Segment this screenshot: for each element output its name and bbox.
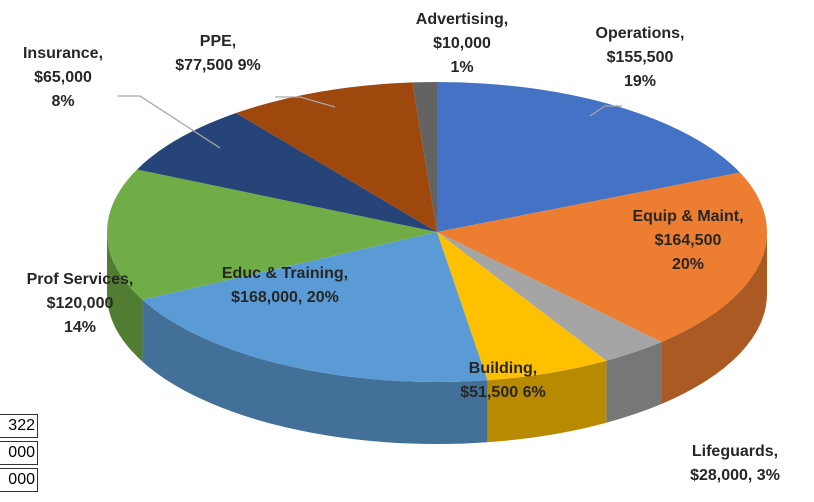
percent-label: 14%: [63, 319, 97, 336]
slice: [412, 82, 437, 232]
percent-label: 20%: [671, 256, 705, 273]
table-cell: 322: [0, 414, 38, 438]
value-label: $155,500: [606, 49, 674, 66]
category-label: Building,: [468, 360, 538, 377]
slice: [437, 82, 740, 232]
percent-label: 19%: [623, 73, 657, 90]
leader-line: [118, 95, 221, 149]
slice-side: [107, 232, 143, 362]
value-label: $164,500: [654, 232, 722, 249]
slice-side: [487, 360, 607, 443]
data-label: Educ & Training, $168,000, 20%: [220, 262, 350, 310]
data-label: Equip & Maint, $164,500 20%: [603, 205, 773, 277]
category-label: Equip & Maint,: [632, 208, 744, 225]
category-label: Educ & Training,: [221, 265, 349, 282]
category-label: Insurance,: [22, 45, 104, 62]
value-label: $77,500: [175, 57, 234, 74]
percent-label: 3%: [756, 467, 780, 484]
slice: [236, 82, 437, 232]
leader-line: [589, 105, 622, 117]
slice: [107, 169, 438, 300]
category-label: Advertising,: [415, 11, 509, 28]
data-label: Advertising, $10,000 1%: [387, 8, 537, 80]
data-label: Lifeguards, $28,000, 3%: [660, 440, 810, 488]
category-label: Lifeguards,: [691, 443, 779, 460]
table-cell: 000: [0, 468, 38, 492]
data-label: Operations, $155,500 19%: [555, 22, 725, 94]
slice: [437, 172, 767, 342]
percent-label: 1%: [450, 59, 474, 76]
slice-side: [606, 341, 662, 423]
slice-side: [661, 232, 767, 404]
value-label: $10,000: [433, 35, 491, 52]
percent-label: 8%: [51, 93, 75, 110]
value-label: $120,000: [46, 295, 114, 312]
value-label: $65,000: [34, 69, 92, 86]
percent-label: 20%: [306, 289, 339, 306]
value-label: $28,000,: [690, 467, 753, 484]
percent-label: 9%: [237, 57, 261, 74]
data-label: PPE, $77,500 9%: [143, 30, 293, 78]
slice: [437, 232, 607, 381]
percent-label: 6%: [522, 384, 546, 401]
category-label: Operations,: [595, 25, 685, 42]
slice: [437, 232, 662, 361]
value-label: $168,000,: [231, 289, 303, 306]
data-label: Building, $51,500 6%: [428, 357, 578, 405]
value-label: $51,500: [460, 384, 519, 401]
data-label: Insurance, $65,000 8%: [0, 42, 128, 114]
slice: [142, 232, 488, 382]
category-label: Prof Services,: [26, 271, 134, 288]
slice-side: [142, 299, 488, 444]
leader-line: [275, 96, 336, 108]
data-label: Prof Services, $120,000 14%: [0, 268, 160, 340]
table-cell: 000: [0, 441, 38, 465]
category-label: PPE,: [199, 33, 237, 50]
